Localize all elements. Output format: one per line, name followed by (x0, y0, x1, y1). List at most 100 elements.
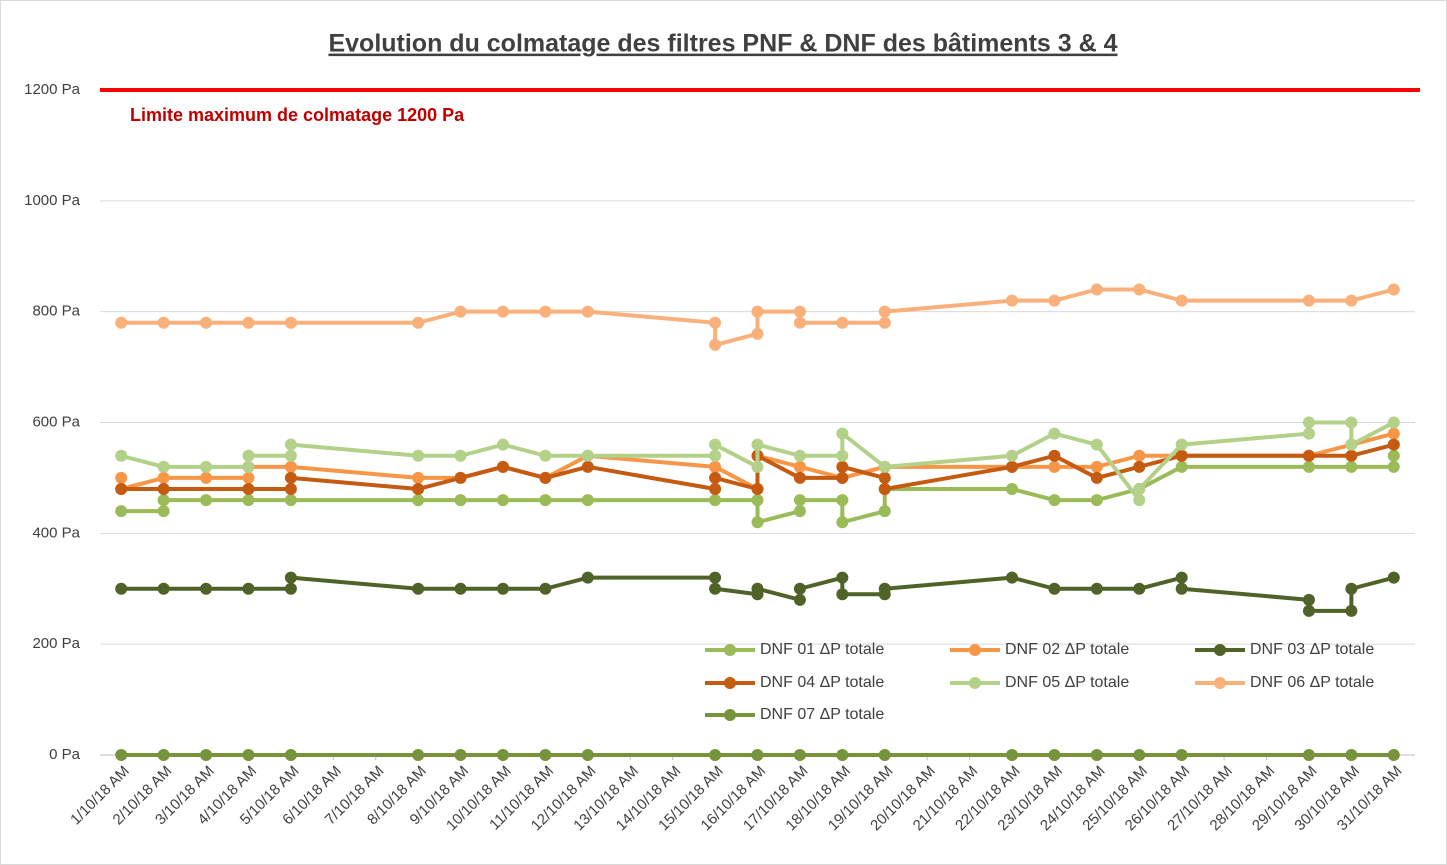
data-point (1090, 749, 1103, 761)
data-point (793, 460, 806, 473)
data-point (200, 749, 213, 761)
data-point (1090, 494, 1103, 507)
data-point (793, 449, 806, 462)
data-point (1175, 582, 1188, 595)
data-point (157, 494, 170, 507)
data-point (1302, 460, 1315, 473)
data-point (836, 516, 849, 529)
data-point (284, 438, 297, 451)
data-point (709, 471, 722, 484)
data-point (284, 571, 297, 584)
data-point (709, 438, 722, 451)
data-point (242, 449, 255, 462)
data-point (1387, 416, 1400, 429)
data-point (454, 749, 467, 761)
data-point (284, 749, 297, 761)
data-point (1006, 449, 1019, 462)
data-point (709, 571, 722, 584)
legend-label: DNF 04 ΔP totale (760, 674, 884, 691)
data-point (454, 449, 467, 462)
data-point (1345, 294, 1358, 307)
data-point (1090, 283, 1103, 296)
data-point (1387, 283, 1400, 296)
data-point (454, 471, 467, 484)
data-point (1302, 416, 1315, 429)
data-point (496, 438, 509, 451)
data-point (242, 460, 255, 473)
data-point (1345, 749, 1358, 761)
data-point (1302, 749, 1315, 761)
data-point (115, 582, 128, 595)
data-point (1048, 460, 1061, 473)
data-point (242, 582, 255, 595)
data-point (284, 582, 297, 595)
data-point (1006, 483, 1019, 495)
data-point (157, 460, 170, 473)
data-point (878, 305, 891, 318)
legend-label: DNF 03 ΔP totale (1250, 641, 1374, 658)
data-point (1302, 294, 1315, 307)
data-point (581, 749, 594, 761)
data-point (1175, 571, 1188, 584)
data-point (793, 305, 806, 318)
legend-label: DNF 05 ΔP totale (1005, 674, 1129, 691)
data-point (1387, 571, 1400, 584)
data-point (1175, 460, 1188, 473)
data-point (1387, 449, 1400, 462)
data-point (1090, 582, 1103, 595)
data-point (284, 449, 297, 462)
legend-marker (1214, 677, 1226, 689)
y-tick-label: 1000 Pa (24, 192, 81, 209)
data-point (751, 749, 764, 761)
data-point (1133, 483, 1146, 495)
data-point (751, 438, 764, 451)
data-point (709, 582, 722, 595)
data-point (242, 471, 255, 484)
data-point (793, 749, 806, 761)
data-point (1090, 471, 1103, 484)
data-point (284, 483, 297, 495)
annotation: Limite maximum de colmatage 1200 Pa (130, 105, 465, 125)
data-point (709, 460, 722, 473)
y-tick-label: 0 Pa (49, 746, 81, 763)
data-point (454, 494, 467, 507)
data-point (1175, 438, 1188, 451)
data-point (751, 327, 764, 340)
data-point (157, 749, 170, 761)
data-point (1387, 427, 1400, 440)
data-point (1006, 460, 1019, 473)
legend-label: DNF 07 ΔP totale (760, 706, 884, 723)
data-point (1387, 438, 1400, 451)
legend-marker (1214, 644, 1226, 656)
data-point (412, 494, 425, 507)
data-point (751, 516, 764, 529)
data-point (878, 316, 891, 329)
data-point (1048, 494, 1061, 507)
y-tick-label: 800 Pa (32, 303, 80, 320)
data-point (1048, 582, 1061, 595)
y-tick-label: 400 Pa (32, 524, 80, 541)
data-point (793, 316, 806, 329)
data-point (1345, 449, 1358, 462)
data-point (751, 582, 764, 595)
data-point (1345, 438, 1358, 451)
legend-label: DNF 02 ΔP totale (1005, 641, 1129, 658)
data-point (836, 749, 849, 761)
data-point (157, 483, 170, 495)
data-point (793, 505, 806, 518)
data-point (709, 338, 722, 351)
data-point (1090, 460, 1103, 473)
data-point (878, 505, 891, 518)
data-point (1387, 749, 1400, 761)
legend-marker (724, 677, 736, 689)
data-point (1133, 582, 1146, 595)
legend-marker (724, 644, 736, 656)
data-point (539, 449, 552, 462)
data-point (709, 449, 722, 462)
data-point (1175, 749, 1188, 761)
data-point (1048, 294, 1061, 307)
data-point (1302, 427, 1315, 440)
data-point (284, 316, 297, 329)
legend-label: DNF 06 ΔP totale (1250, 674, 1374, 691)
data-point (454, 582, 467, 595)
